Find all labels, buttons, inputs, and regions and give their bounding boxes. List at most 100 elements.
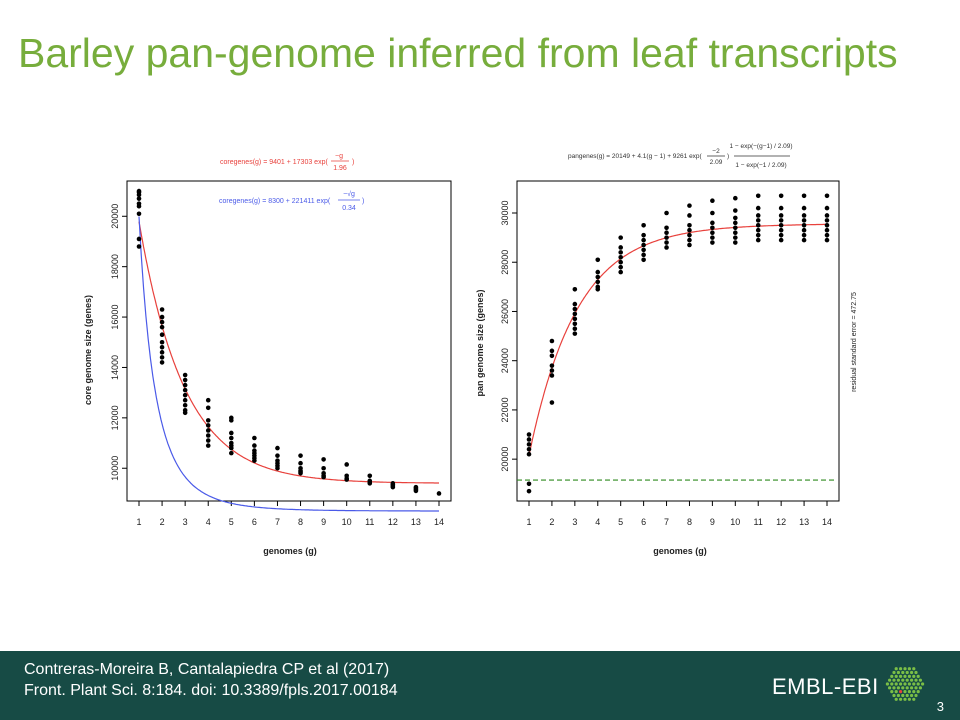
data-point (801, 193, 807, 199)
data-point (824, 193, 830, 199)
data-point (549, 373, 555, 378)
core-fit-curves (138, 216, 439, 512)
data-point (159, 355, 165, 360)
data-point (618, 269, 623, 275)
data-point (687, 227, 692, 233)
data-point (641, 237, 646, 243)
svg-text:): ) (362, 198, 364, 205)
core-y-axis: 10000 12000 14000 16000 18000 20000 (110, 204, 127, 481)
data-point (182, 387, 188, 393)
logo-dot (903, 697, 907, 701)
logo-dot (896, 670, 900, 675)
svg-text:−√g: −√g (343, 190, 355, 198)
svg-text:2.09: 2.09 (710, 159, 723, 166)
y-tick-label: 12000 (110, 405, 120, 430)
data-point (229, 445, 234, 451)
logo-dot (890, 682, 894, 686)
data-point (755, 218, 761, 223)
data-point (595, 269, 601, 275)
core-plot-frame (126, 180, 452, 502)
x-tick-label: 1 (136, 517, 141, 527)
logo-dot (888, 678, 892, 682)
y-tick-label: 18000 (110, 254, 120, 279)
slide-title: Barley pan-genome inferred from leaf tra… (18, 30, 898, 76)
data-point (136, 192, 142, 198)
y-tick-label: 20000 (110, 204, 120, 229)
data-point (526, 442, 532, 447)
data-point (572, 287, 578, 292)
logo-dot (912, 682, 916, 686)
data-point (229, 418, 234, 423)
data-point (436, 491, 442, 496)
citation: Contreras-Moreira B, Cantalapiedra CP et… (24, 659, 398, 701)
data-point (252, 443, 257, 448)
logo-dot (892, 693, 896, 698)
svg-text:1.96: 1.96 (333, 165, 347, 172)
data-point (755, 237, 761, 243)
data-point (182, 372, 188, 378)
pan-fit-lines (517, 223, 837, 481)
x-tick-label: 2 (160, 517, 165, 527)
core-legend-red: coregenes(g) = 9401 + 17303 exp( −g 1.96… (220, 153, 354, 172)
data-point (205, 397, 211, 403)
data-point (618, 245, 623, 250)
data-point (205, 418, 211, 423)
data-point (595, 287, 601, 292)
logo-dot (916, 690, 920, 694)
data-point (136, 203, 142, 209)
data-point (229, 430, 234, 436)
data-point (159, 319, 165, 325)
citation-line-1: Contreras-Moreira B, Cantalapiedra CP et… (24, 661, 390, 678)
data-point (801, 232, 807, 238)
data-point (182, 410, 188, 416)
svg-text:coregenes(g) = 9401 + 17303 ex: coregenes(g) = 9401 + 17303 exp( (220, 159, 328, 166)
data-point (321, 465, 326, 471)
logo-dot (890, 674, 894, 678)
data-point (182, 377, 188, 383)
pan-y-axis: 20000 22000 24000 26000 28000 30000 (500, 200, 517, 472)
data-point (824, 232, 830, 238)
data-point (595, 279, 601, 285)
data-point (778, 227, 784, 233)
y-tick-label: 16000 (110, 305, 120, 330)
x-tick-label: 12 (776, 517, 786, 527)
footer-bar: Contreras-Moreira B, Cantalapiedra CP et… (0, 651, 960, 720)
data-point (321, 457, 326, 462)
y-tick-label: 28000 (500, 250, 510, 275)
data-point (136, 236, 142, 242)
data-point (641, 242, 646, 248)
x-tick-label: 3 (183, 517, 188, 527)
data-point (641, 247, 646, 253)
data-point (641, 223, 646, 228)
logo-dot (907, 682, 911, 686)
data-point (824, 218, 830, 223)
data-point (778, 218, 784, 223)
logo-dot (916, 674, 920, 678)
logo-dot (901, 678, 905, 682)
logo-dot (912, 690, 916, 694)
logo-dot (905, 686, 909, 690)
y-tick-label: 20000 (500, 447, 510, 472)
data-point (824, 213, 830, 218)
logo-dot (907, 667, 911, 671)
logo-dot (914, 678, 918, 682)
data-point (526, 447, 532, 452)
data-point (159, 314, 165, 320)
data-point (136, 244, 142, 249)
pan-data-points (526, 193, 830, 494)
data-point (778, 213, 784, 218)
svg-text:−2: −2 (712, 148, 720, 155)
svg-text:coregenes(g) = 8300 + 221411 e: coregenes(g) = 8300 + 221411 exp( (219, 198, 331, 205)
data-point (664, 210, 669, 216)
data-point (824, 227, 830, 233)
data-point (205, 438, 211, 443)
svg-text:): ) (727, 153, 729, 160)
data-point (778, 232, 784, 238)
data-point (549, 400, 555, 405)
y-tick-label: 14000 (110, 355, 120, 380)
logo-dot (896, 693, 900, 698)
y-tick-label: 30000 (500, 200, 510, 225)
data-point (733, 215, 738, 221)
data-point (618, 259, 623, 265)
x-tick-label: 4 (595, 517, 600, 527)
